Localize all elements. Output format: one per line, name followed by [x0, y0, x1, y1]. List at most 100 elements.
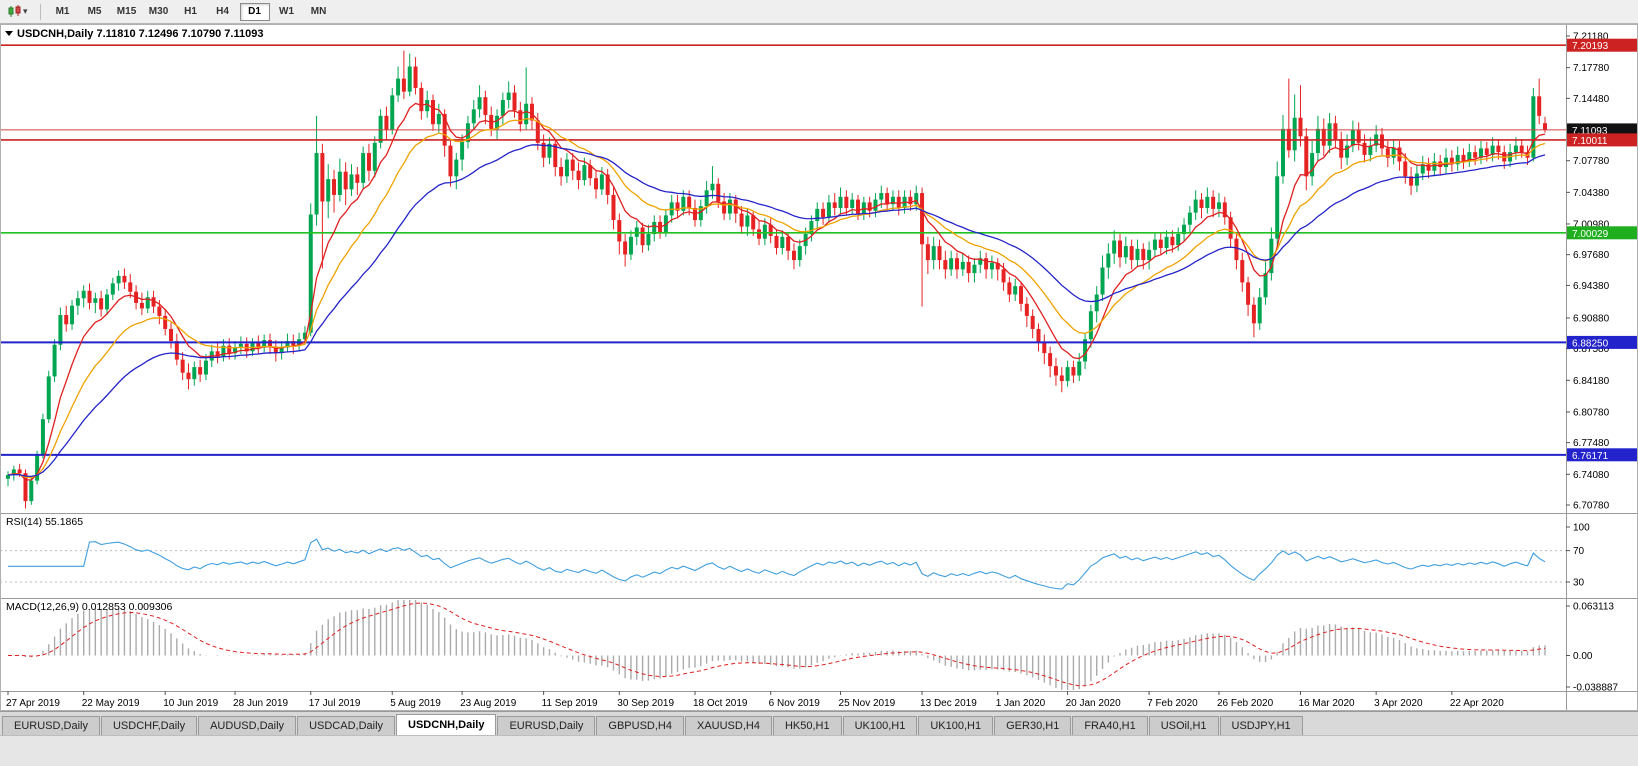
candle-body — [70, 305, 75, 325]
rsi-tick-label: 100 — [1573, 523, 1590, 534]
candle-body — [104, 294, 109, 310]
candle-body — [221, 345, 226, 357]
candle-body — [1327, 123, 1332, 146]
time-tick-label: 18 Oct 2019 — [693, 698, 748, 709]
candle-body — [698, 206, 703, 221]
candle-body — [1205, 196, 1210, 208]
chart-tab-uk100-h1[interactable]: UK100,H1 — [918, 716, 994, 735]
candle-body — [1216, 202, 1221, 209]
candle-body — [93, 298, 98, 303]
candle-body — [588, 165, 593, 179]
candle-body — [372, 142, 377, 171]
timeframe-button-h4[interactable]: H4 — [216, 5, 229, 17]
time-tick-label: 11 Sep 2019 — [542, 698, 598, 709]
chart-tab-eurusd-daily[interactable]: EURUSD,Daily — [497, 716, 596, 735]
chart-tab-usdchf-daily[interactable]: USDCHF,Daily — [100, 716, 198, 735]
candle-body — [623, 241, 628, 255]
price-badge-label: 7.00029 — [1572, 229, 1609, 240]
candle-body — [640, 227, 645, 246]
price-badge-label: 7.11093 — [1572, 126, 1608, 137]
candle-body — [1490, 145, 1495, 155]
candle-body — [780, 236, 785, 248]
charts-menu-button[interactable]: ▾ — [4, 3, 32, 20]
chart-tab-xauusd-h4[interactable]: XAUUSD,H4 — [684, 716, 772, 735]
price-badge-6.88250: 6.88250 — [1567, 335, 1637, 349]
candle-body — [262, 340, 267, 348]
candle-body — [518, 110, 523, 125]
time-tick-label: 27 Apr 2019 — [6, 698, 60, 709]
candle-body — [35, 454, 40, 481]
timeframe-button-mn[interactable]: MN — [310, 5, 327, 17]
chart-tab-audusd-daily[interactable]: AUDUSD,Daily — [198, 716, 297, 735]
rsi-tick-label: 70 — [1573, 546, 1585, 557]
timeframe-button-w1[interactable]: W1 — [279, 5, 295, 17]
candle-body — [1030, 315, 1035, 329]
candle-body — [786, 236, 791, 251]
candle-body — [966, 261, 971, 274]
candle-body — [611, 194, 616, 221]
candle-body — [477, 97, 482, 110]
candle-body — [1519, 145, 1524, 153]
candle-body — [681, 196, 686, 211]
collapse-triangle-icon[interactable] — [5, 31, 13, 36]
chart-tab-usdcnh-daily[interactable]: USDCNH,Daily — [396, 714, 497, 735]
candle-body — [1019, 286, 1024, 304]
time-tick-label: 26 Feb 2020 — [1217, 698, 1274, 709]
candle-body — [850, 199, 855, 208]
price-badge-7.10011: 7.10011 — [1567, 133, 1637, 147]
candlestick-chart-icon — [8, 5, 21, 17]
price-scale[interactable]: 7.21180 7.17780 7.14480 7.07780 7.04380 7.009… — [1566, 32, 1618, 694]
time-tick-label: 13 Dec 2019 — [920, 698, 977, 709]
candle-body — [1478, 148, 1483, 158]
status-bar — [0, 735, 1638, 766]
candle-body — [1053, 366, 1058, 376]
timeframe-button-m5[interactable]: M5 — [87, 5, 102, 17]
time-tick-label: 22 May 2019 — [82, 698, 140, 709]
candle-body — [1426, 164, 1431, 171]
candle-body — [64, 314, 69, 325]
timeframe-button-d1[interactable]: D1 — [239, 2, 270, 21]
chart-tab-gbpusd-h4[interactable]: GBPUSD,H4 — [596, 716, 684, 735]
chart-window[interactable]: 7.21180 7.17780 7.14480 7.07780 7.04380 7.009… — [0, 24, 1638, 711]
candle-body — [227, 345, 232, 354]
candle-body — [483, 97, 488, 115]
price-tick-label: 7.17780 — [1573, 63, 1610, 74]
candle-body — [1467, 152, 1472, 162]
candle-body — [529, 103, 534, 121]
timeframe-button-m15[interactable]: M15 — [116, 5, 137, 17]
time-scale[interactable]: 27 Apr 2019 22 May 2019 10 Jun 2019 28 Jun … — [6, 691, 1504, 709]
price-badge-7.20193: 7.20193 — [1567, 38, 1637, 52]
candle-body — [1281, 128, 1286, 177]
price-badge-7.00029: 7.00029 — [1567, 226, 1637, 240]
chart-tab-usdjpy-h1[interactable]: USDJPY,H1 — [1219, 716, 1303, 735]
candle-body — [285, 341, 290, 348]
candle-body — [1537, 96, 1542, 116]
candle-body — [349, 174, 354, 190]
candle-body — [762, 224, 767, 239]
candle-body — [1315, 128, 1320, 154]
candle-body — [1240, 260, 1245, 283]
chart-tab-fra40-h1[interactable]: FRA40,H1 — [1072, 716, 1148, 735]
chart-tab-uk100-h1[interactable]: UK100,H1 — [842, 716, 918, 735]
price-chart[interactable]: 7.21180 7.17780 7.14480 7.07780 7.04380 7.009… — [0, 24, 1638, 711]
chart-tab-eurusd-daily[interactable]: EURUSD,Daily — [2, 716, 100, 735]
candle-body — [873, 199, 878, 211]
chart-tab-usdcad-daily[interactable]: USDCAD,Daily — [297, 716, 396, 735]
candle-body — [1176, 234, 1181, 246]
rsi-label: RSI(14) 55.1865 — [6, 516, 83, 528]
candle-body — [1059, 375, 1064, 382]
candle-body — [1170, 236, 1175, 246]
chart-tab-usoil-h1[interactable]: USOil,H1 — [1148, 716, 1219, 735]
chart-tab-hk50-h1[interactable]: HK50,H1 — [772, 716, 842, 735]
timeframe-button-h1[interactable]: H1 — [184, 5, 197, 17]
timeframe-button-m1[interactable]: M1 — [55, 5, 70, 17]
candle-body — [320, 153, 325, 202]
candle-body — [332, 179, 337, 195]
price-tick-label: 6.80780 — [1573, 407, 1610, 418]
timeframe-button-m30[interactable]: M30 — [148, 5, 169, 17]
price-tick-label: 6.87580 — [1573, 344, 1610, 355]
chart-tab-ger30-h1[interactable]: GER30,H1 — [994, 716, 1072, 735]
candle-body — [1251, 304, 1256, 324]
candle-body — [460, 141, 465, 160]
candle-body — [1414, 173, 1419, 186]
